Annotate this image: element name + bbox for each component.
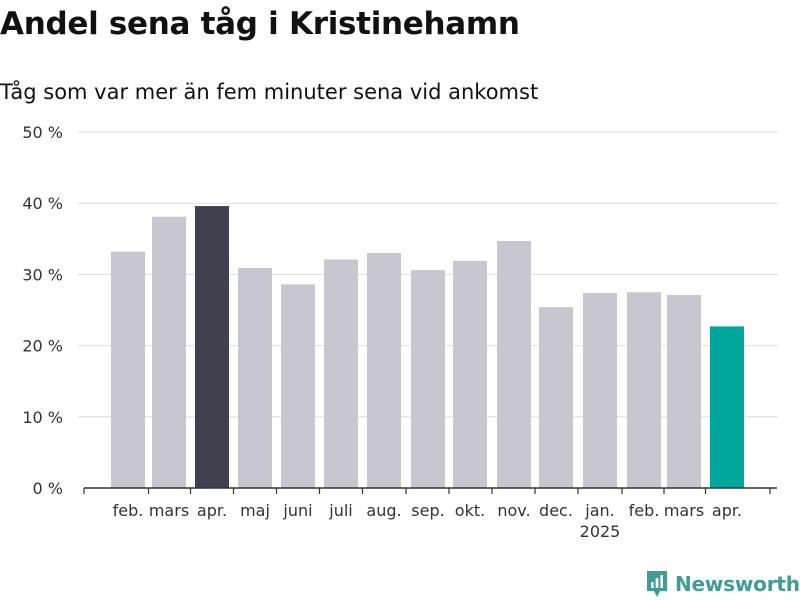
chart-title: Andel sena tåg i Kristinehamn bbox=[0, 6, 520, 42]
bar bbox=[324, 259, 358, 488]
bar bbox=[152, 216, 186, 488]
bar bbox=[497, 240, 531, 488]
bar bbox=[627, 292, 661, 488]
x-tick-label: mars bbox=[664, 501, 704, 520]
bar bbox=[583, 292, 617, 488]
x-tick-label: mars bbox=[149, 501, 189, 520]
bar bbox=[453, 260, 487, 488]
bar bbox=[411, 270, 445, 488]
bar bbox=[238, 267, 272, 488]
chart-subtitle: Tåg som var mer än fem minuter sena vid … bbox=[0, 80, 539, 104]
newsworthy-logo-icon bbox=[647, 571, 667, 597]
y-tick-label: 20 % bbox=[22, 337, 63, 356]
x-tick-label: aug. bbox=[366, 501, 401, 520]
x-tick-label: maj bbox=[240, 501, 270, 520]
y-tick-label: 10 % bbox=[22, 408, 63, 427]
brand-logo: Newsworthy bbox=[645, 568, 800, 600]
y-tick-label: 30 % bbox=[22, 265, 63, 284]
x-tick-label: feb. bbox=[629, 501, 660, 520]
x-tick-label: nov. bbox=[497, 501, 530, 520]
bar bbox=[195, 206, 229, 488]
bar bbox=[539, 307, 573, 488]
bar bbox=[111, 251, 145, 488]
y-tick-label: 50 % bbox=[22, 123, 63, 142]
x-tick-label: juli bbox=[328, 501, 352, 520]
x-tick-label: juni bbox=[282, 501, 312, 520]
bar bbox=[710, 326, 744, 488]
brand-name: Newsworthy bbox=[675, 572, 800, 596]
x-tick-label: okt. bbox=[455, 501, 485, 520]
x-tick-label: dec. bbox=[539, 501, 573, 520]
x-tick-label: apr. bbox=[712, 501, 742, 520]
y-tick-label: 40 % bbox=[22, 194, 63, 213]
bar bbox=[281, 284, 315, 488]
x-tick-label: apr. bbox=[197, 501, 227, 520]
x-year-label: 2025 bbox=[580, 522, 621, 541]
bar bbox=[667, 295, 701, 488]
y-tick-label: 0 % bbox=[33, 479, 63, 498]
x-tick-label: sep. bbox=[411, 501, 444, 520]
bar bbox=[367, 253, 401, 488]
x-tick-label: jan. bbox=[584, 501, 614, 520]
x-tick-label: feb. bbox=[113, 501, 144, 520]
